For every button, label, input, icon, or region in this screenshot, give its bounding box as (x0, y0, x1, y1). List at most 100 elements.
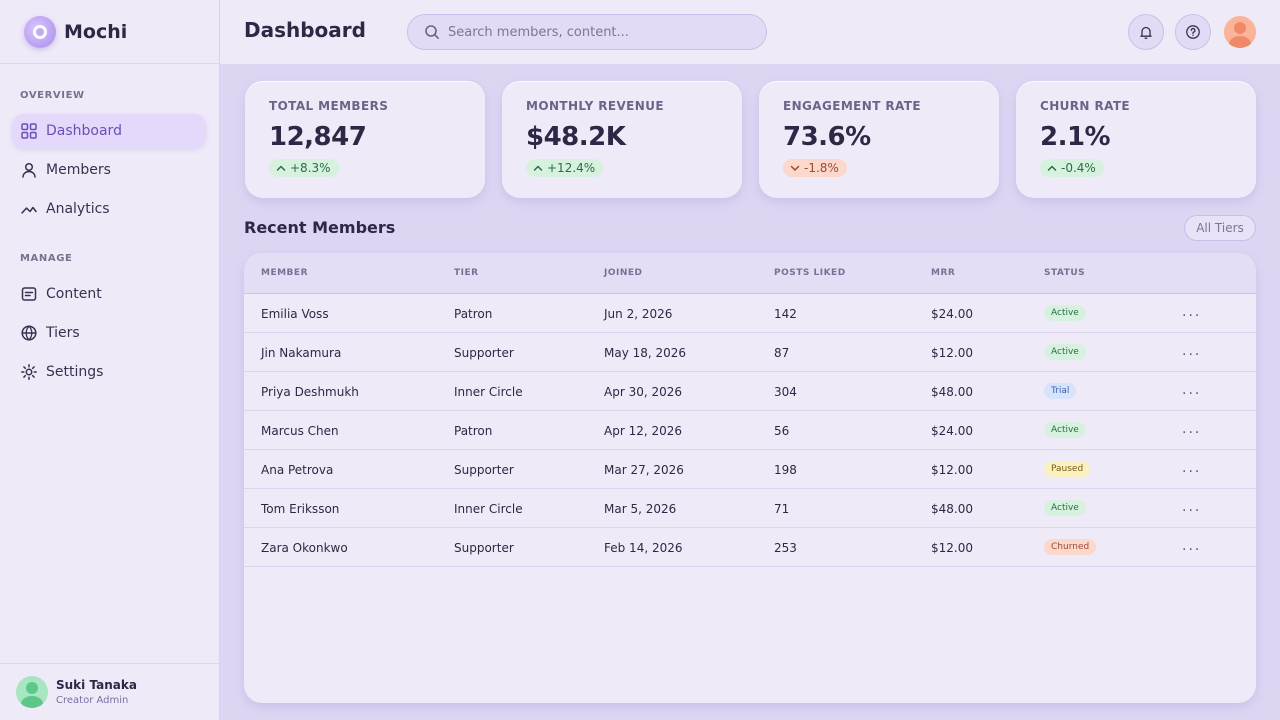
cell-member[interactable]: Tom Eriksson (261, 502, 340, 516)
top-header: Dashboard (220, 0, 1280, 64)
cell-mrr: $48.00 (931, 502, 973, 516)
gear-icon (21, 364, 37, 380)
members-table: MEMBER TIER JOINED POSTS LIKED MRR STATU… (244, 253, 1256, 703)
cell-mrr: $12.00 (931, 346, 973, 360)
column-header-status[interactable]: STATUS (1044, 268, 1086, 278)
cell-mrr: $24.00 (931, 424, 973, 438)
profile-avatar[interactable] (1224, 16, 1256, 48)
table-header: MEMBER TIER JOINED POSTS LIKED MRR STATU… (244, 253, 1256, 294)
sidebar-item-settings[interactable]: Settings (12, 355, 206, 389)
nav-section-manage: MANAGE (20, 253, 73, 264)
column-header-posts-liked[interactable]: POSTS LIKED (774, 268, 846, 278)
cell-member[interactable]: Ana Petrova (261, 463, 334, 477)
cell-member[interactable]: Zara Okonkwo (261, 541, 348, 555)
tier-filter-button[interactable]: All Tiers (1184, 215, 1256, 241)
brand-name: Mochi (64, 20, 128, 43)
stat-delta: +8.3% (290, 161, 331, 175)
cell-member[interactable]: Marcus Chen (261, 424, 339, 438)
cell-joined: May 18, 2026 (604, 346, 687, 360)
chevron-up-icon (1047, 165, 1057, 171)
sidebar: Mochi OVERVIEW Dashboard Members Analyti… (0, 0, 220, 720)
row-more-actions-button[interactable]: ... (1182, 460, 1202, 476)
chevron-up-icon (533, 165, 543, 171)
brand[interactable]: Mochi (0, 0, 219, 64)
column-header-mrr[interactable]: MRR (931, 268, 956, 278)
cell-joined: Mar 27, 2026 (604, 463, 684, 477)
search-input[interactable] (448, 24, 748, 40)
table-row[interactable]: Jin Nakamura Supporter May 18, 2026 87 $12.0… (244, 333, 1256, 372)
nav-section-overview: OVERVIEW (20, 90, 85, 101)
column-header-tier[interactable]: TIER (454, 268, 479, 278)
search-icon (425, 25, 439, 39)
table-body: Emilia Voss Patron Jun 2, 2026 142 $24.00 Act… (244, 294, 1256, 567)
cell-posts-liked: 142 (774, 307, 797, 321)
chevron-up-icon (276, 165, 286, 171)
cell-mrr: $24.00 (931, 307, 973, 321)
status-badge: Trial (1044, 383, 1077, 399)
sidebar-item-label: Members (46, 162, 111, 178)
sidebar-item-label: Analytics (46, 201, 110, 217)
notifications-button[interactable] (1128, 14, 1164, 50)
table-row[interactable]: Tom Eriksson Inner Circle Mar 5, 2026 71 $48… (244, 489, 1256, 528)
cell-posts-liked: 56 (774, 424, 790, 438)
analytics-icon (21, 206, 37, 214)
sidebar-item-analytics[interactable]: Analytics (12, 192, 206, 226)
sidebar-item-tiers[interactable]: Tiers (12, 316, 206, 350)
stat-delta-badge: -1.8% (783, 159, 847, 177)
stat-card-churn-rate: CHURN RATE 2.1% -0.4% (1016, 81, 1256, 198)
cell-member[interactable]: Priya Deshmukh (261, 385, 359, 399)
stat-value: 73.6% (783, 122, 871, 152)
stat-value: 12,847 (269, 122, 367, 152)
cell-joined: Jun 2, 2026 (604, 307, 673, 321)
cell-posts-liked: 87 (774, 346, 790, 360)
cell-member[interactable]: Jin Nakamura (261, 346, 342, 360)
table-row[interactable]: Emilia Voss Patron Jun 2, 2026 142 $24.00 Act… (244, 294, 1256, 333)
cell-mrr: $12.00 (931, 541, 973, 555)
row-more-actions-button[interactable]: ... (1182, 343, 1202, 359)
stat-card-monthly-revenue: MONTHLY REVENUE $48.2K +12.4% (502, 81, 742, 198)
status-badge: Active (1044, 344, 1086, 360)
sidebar-item-dashboard[interactable]: Dashboard (12, 114, 206, 148)
sidebar-item-members[interactable]: Members (12, 153, 206, 187)
row-more-actions-button[interactable]: ... (1182, 382, 1202, 398)
row-more-actions-button[interactable]: ... (1182, 538, 1202, 554)
stat-delta-badge: -0.4% (1040, 159, 1104, 177)
table-row[interactable]: Marcus Chen Patron Apr 12, 2026 56 $24.00 Act… (244, 411, 1256, 450)
cell-posts-liked: 198 (774, 463, 797, 477)
cell-posts-liked: 253 (774, 541, 797, 555)
sidebar-item-label: Content (46, 286, 102, 302)
table-row[interactable]: Zara Okonkwo Supporter Feb 14, 2026 253 $12.… (244, 528, 1256, 567)
stat-delta-badge: +12.4% (526, 159, 604, 177)
help-button[interactable] (1175, 14, 1211, 50)
cell-tier: Supporter (454, 541, 514, 555)
cell-posts-liked: 71 (774, 502, 790, 516)
sidebar-item-label: Tiers (46, 325, 80, 341)
sidebar-item-label: Settings (46, 364, 104, 380)
cell-mrr: $48.00 (931, 385, 973, 399)
sidebar-item-content[interactable]: Content (12, 277, 206, 311)
search-bar[interactable] (407, 14, 767, 50)
status-badge: Churned (1044, 539, 1097, 555)
status-badge: Active (1044, 422, 1086, 438)
stat-value: 2.1% (1040, 122, 1111, 152)
cell-tier: Inner Circle (454, 385, 523, 399)
row-more-actions-button[interactable]: ... (1182, 304, 1202, 320)
globe-icon (21, 325, 37, 341)
cell-tier: Patron (454, 307, 493, 321)
column-header-joined[interactable]: JOINED (604, 268, 643, 278)
cell-posts-liked: 304 (774, 385, 797, 399)
user-name: Suki Tanaka (56, 678, 137, 692)
row-more-actions-button[interactable]: ... (1182, 421, 1202, 437)
table-row[interactable]: Ana Petrova Supporter Mar 27, 2026 198 $12.0… (244, 450, 1256, 489)
chevron-down-icon (790, 165, 800, 171)
stat-card-total-members: TOTAL MEMBERS 12,847 +8.3% (245, 81, 485, 198)
table-row[interactable]: Priya Deshmukh Inner Circle Apr 30, 2026 30… (244, 372, 1256, 411)
mochi-logo-icon (24, 15, 56, 48)
sidebar-item-label: Dashboard (46, 123, 122, 139)
cell-member[interactable]: Emilia Voss (261, 307, 329, 321)
stat-label: CHURN RATE (1040, 99, 1131, 113)
column-header-member[interactable]: MEMBER (261, 268, 308, 278)
row-more-actions-button[interactable]: ... (1182, 499, 1202, 515)
sidebar-user[interactable]: Suki Tanaka Creator Admin (0, 663, 219, 720)
cell-tier: Inner Circle (454, 502, 523, 516)
